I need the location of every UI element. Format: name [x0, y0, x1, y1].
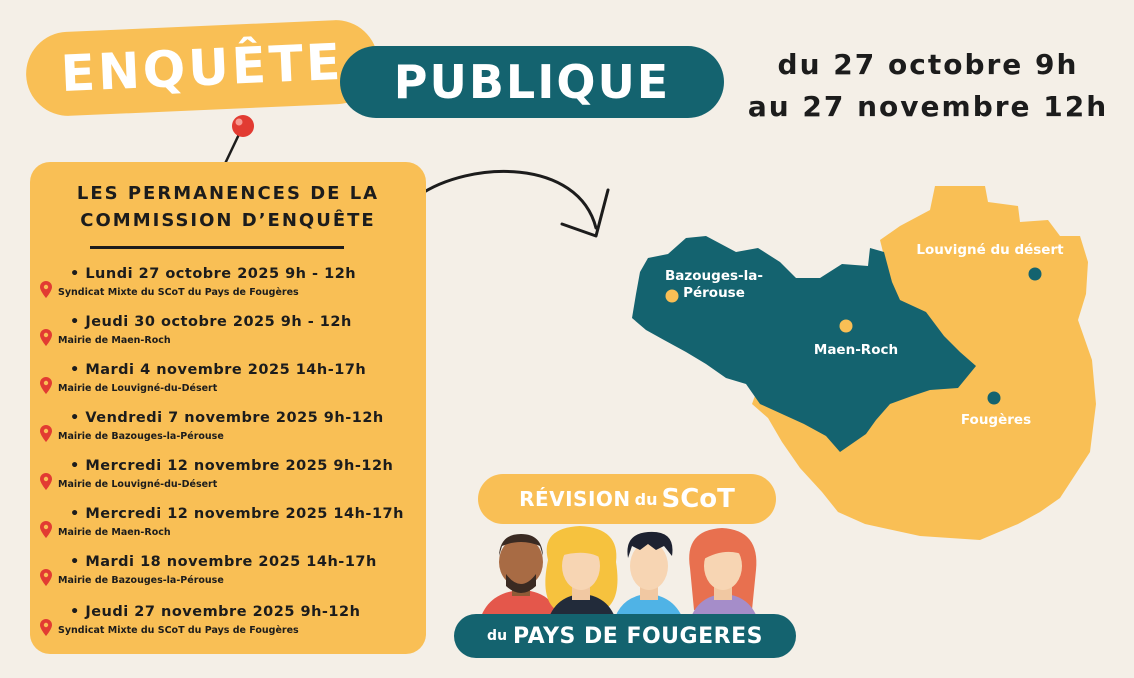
permanence-slot: • Mardi 4 novembre 2025 14h-17h Mairie d… [30, 362, 426, 406]
slot-location: Mairie de Louvigné-du-Désert [58, 479, 218, 490]
town-dot-fougeres [987, 391, 1001, 405]
permanence-slot: • Mardi 18 novembre 2025 14h-17h Mairie … [30, 554, 426, 598]
slot-date: • Vendredi 7 novembre 2025 9h-12h [70, 410, 384, 426]
slot-location: Mairie de Bazouges-la-Pérouse [58, 431, 224, 442]
town-label-bazouges: Bazouges-la- Pérouse [665, 268, 763, 301]
slot-location: Syndicat Mixte du SCoT du Pays de Fougèr… [58, 287, 299, 298]
slot-date: • Mardi 4 novembre 2025 14h-17h [70, 362, 367, 378]
permanence-slot: • Vendredi 7 novembre 2025 9h-12h Mairie… [30, 410, 426, 454]
town-label-maen-roch: Maen-Roch [813, 342, 899, 358]
people-illustration [478, 526, 760, 628]
slot-location: Mairie de Maen-Roch [58, 527, 171, 538]
location-pin-icon [40, 521, 52, 538]
permanence-slot: • Jeudi 30 octobre 2025 9h - 12h Mairie … [30, 314, 426, 358]
inquiry-dates: du 27 octobre 9h au 27 novembre 12h [730, 44, 1126, 128]
panel-divider [90, 246, 344, 249]
slot-date: • Jeudi 27 novembre 2025 9h-12h [70, 604, 361, 620]
location-pin-icon [40, 425, 52, 442]
slot-date: • Mercredi 12 novembre 2025 9h-12h [70, 458, 394, 474]
location-pin-icon [40, 619, 52, 636]
slot-location: Mairie de Maen-Roch [58, 335, 171, 346]
title-publique: PUBLIQUE [393, 55, 671, 109]
permanence-slot: • Jeudi 27 novembre 2025 9h-12h Syndicat… [30, 604, 426, 648]
scot-word: SCoT [661, 484, 735, 514]
location-pin-icon [40, 281, 52, 298]
slot-date: • Mardi 18 novembre 2025 14h-17h [70, 554, 377, 570]
town-label-fougeres: Fougères [960, 412, 1032, 428]
town-label-louvigne: Louvigné du désert [916, 242, 1064, 258]
permanence-slot: • Mercredi 12 novembre 2025 9h-12h Mairi… [30, 458, 426, 502]
location-pin-icon [40, 569, 52, 586]
curved-arrow-icon [416, 169, 610, 238]
town-dot-louvigne [1028, 267, 1042, 281]
town-dot-maen-roch [839, 319, 853, 333]
panel-title: LES PERMANENCES DE LA COMMISSION D’ENQUÊ… [76, 183, 380, 231]
dates-line-2: au 27 novembre 12h [747, 90, 1109, 123]
map-region-teal [632, 236, 976, 452]
revision-word: RÉVISION [519, 487, 631, 511]
dates-line-1: du 27 octobre 9h [777, 48, 1079, 81]
pays-de-fougeres-pill: du PAYS DE FOUGERES [454, 614, 796, 658]
slot-location: Mairie de Bazouges-la-Pérouse [58, 575, 224, 586]
town-dot-bazouges [665, 289, 679, 303]
permanences-panel: LES PERMANENCES DE LA COMMISSION D’ENQUÊ… [30, 162, 426, 654]
title-publique-pill: PUBLIQUE [340, 46, 724, 118]
slot-date: • Lundi 27 octobre 2025 9h - 12h [70, 266, 357, 282]
slot-location: Mairie de Louvigné-du-Désert [58, 383, 218, 394]
slot-date: • Jeudi 30 octobre 2025 9h - 12h [70, 314, 352, 330]
slot-date: • Mercredi 12 novembre 2025 14h-17h [70, 506, 404, 522]
location-pin-icon [40, 329, 52, 346]
pays-du: du [487, 628, 508, 644]
location-pin-icon [40, 473, 52, 490]
revision-scot-pill: RÉVISION du SCoT [478, 474, 776, 524]
revision-du: du [634, 489, 658, 509]
slot-location: Syndicat Mixte du SCoT du Pays de Fougèr… [58, 625, 299, 636]
permanence-slot: • Lundi 27 octobre 2025 9h - 12h Syndica… [30, 266, 426, 310]
permanence-slot: • Mercredi 12 novembre 2025 14h-17h Mair… [30, 506, 426, 550]
pays-de-fougeres: PAYS DE FOUGERES [513, 623, 763, 649]
location-pin-icon [40, 377, 52, 394]
